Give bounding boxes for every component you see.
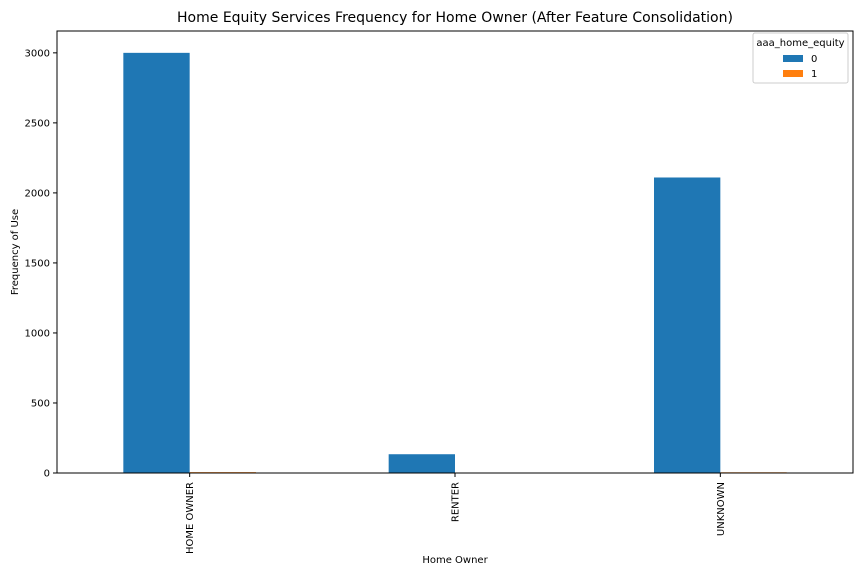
y-tick-label: 1500 (25, 258, 50, 269)
bar-series-0-home-owner (123, 52, 190, 474)
bar-series-0-unknown (654, 177, 721, 473)
x-tick-label: RENTER (451, 482, 462, 522)
y-tick-label: 2000 (25, 188, 50, 199)
y-axis-ticks: 0 500 1000 1500 2000 2500 3000 (25, 48, 57, 480)
plot-area (56, 30, 854, 474)
y-axis-label: Frequency of Use (10, 209, 21, 295)
chart-title: Home Equity Services Frequency for Home … (177, 10, 733, 26)
y-tick-label: 3000 (25, 48, 50, 59)
legend-swatch (783, 55, 803, 62)
x-axis-label: Home Owner (422, 555, 488, 566)
legend-label: 1 (811, 69, 817, 80)
x-tick-label: HOME OWNER (185, 482, 196, 554)
y-tick-label: 2500 (25, 118, 50, 129)
legend-items: 01 (783, 54, 817, 80)
legend-title: aaa_home_equity (756, 38, 844, 49)
y-tick-label: 1000 (25, 328, 50, 339)
legend-swatch (783, 70, 803, 77)
legend: aaa_home_equity 01 (752, 32, 849, 84)
x-axis-ticks: HOME OWNER RENTER UNKNOWN (185, 473, 727, 554)
bar-series-0-renter (388, 454, 455, 473)
y-tick-label: 0 (44, 469, 50, 480)
x-tick-label: UNKNOWN (716, 482, 727, 536)
legend-label: 0 (811, 54, 817, 65)
y-tick-label: 500 (31, 398, 50, 409)
